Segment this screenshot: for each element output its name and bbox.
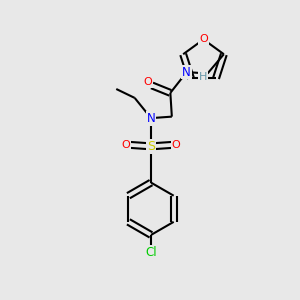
Text: N: N [182,66,191,79]
Text: H: H [199,71,207,82]
Text: S: S [147,140,155,153]
Text: O: O [122,140,130,150]
Text: Cl: Cl [145,246,157,259]
Text: O: O [143,77,152,87]
Text: O: O [199,34,208,44]
Text: O: O [172,140,180,150]
Text: N: N [147,112,155,124]
